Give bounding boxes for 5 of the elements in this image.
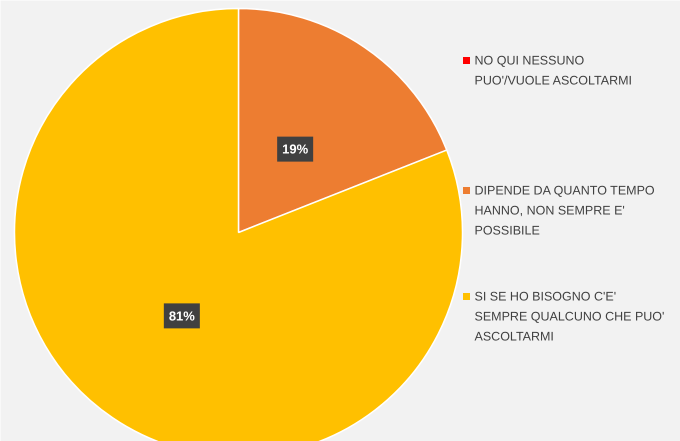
- data-label: 19%: [282, 142, 309, 157]
- legend-label: NO QUI NESSUNO PUO'/VUOLE ASCOLTARMI: [474, 54, 632, 88]
- legend-label: DIPENDE DA QUANTO TEMPO HANNO, NON SEMPRE E' POSSIBILE: [474, 184, 655, 238]
- legend-label: SI SE HO BISOGNO C'E' SEMPRE QUALCUNO CHE PUO' ASCOLTARMI: [474, 290, 664, 344]
- data-label: 81%: [168, 308, 196, 324]
